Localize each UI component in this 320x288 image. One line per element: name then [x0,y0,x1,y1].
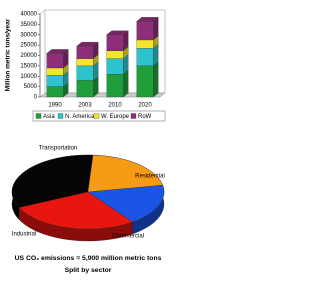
bar-side [123,69,129,98]
y-axis-label: Million metric tons/year [5,18,12,91]
bar [46,75,64,87]
bar [46,67,64,76]
pie-slice [87,185,165,223]
bar-side [153,61,159,98]
y-tick-label: 30000 [20,32,37,38]
pie-title: US CO₂ emissions = 5,900 million metric … [15,255,162,262]
pie-label: Commercial [112,234,144,240]
legend-label: Asia [43,114,55,120]
bar [76,80,94,98]
legend-label: RoW [138,114,152,120]
x-tick-label: 2020 [138,103,152,109]
legend-swatch [93,113,100,119]
bar [46,86,64,98]
x-tick-label: 2003 [78,103,92,109]
y-tick-label: 5000 [24,84,38,90]
y-tick-label: 25000 [20,43,37,49]
y-axis-depth [39,9,46,15]
bar [106,74,124,98]
bar-top [76,42,99,47]
bar [106,34,124,51]
pie-label: Industrial [12,232,36,238]
legend-swatch [130,113,137,119]
pie-slice [18,191,133,230]
bar [106,58,124,75]
y-tick-label: 35000 [20,22,37,28]
page: Million metric tons/year US CO₂ emission… [5,9,166,274]
bar [46,53,64,69]
pie-subtitle: Split by sector [65,267,112,274]
pie-label: Residential [135,174,165,180]
legend-swatch [35,113,42,119]
pie-label: Transportation [39,146,77,152]
bar-top [46,49,69,54]
bar-top [136,17,159,22]
bar [76,65,94,81]
x-tick-label: 1990 [48,103,62,109]
bar [136,39,154,49]
legend-label: W. Europe [101,114,130,120]
legend-swatch [57,113,64,119]
pie-slice [11,154,94,208]
bar [76,46,94,59]
bar-top [106,30,129,35]
bar [106,50,124,59]
pie-slice [87,154,163,193]
x-tick-label: 2010 [108,103,122,109]
bar [76,58,94,67]
bar [136,65,154,98]
y-tick-label: 15000 [20,63,37,69]
y-tick-label: 40000 [20,12,37,18]
legend-label: N. America [65,114,95,120]
bar [136,21,154,41]
y-tick-label: 0 [34,95,38,101]
y-tick-label: 10000 [20,74,37,80]
y-tick-label: 20000 [20,53,37,59]
bar [136,48,154,67]
